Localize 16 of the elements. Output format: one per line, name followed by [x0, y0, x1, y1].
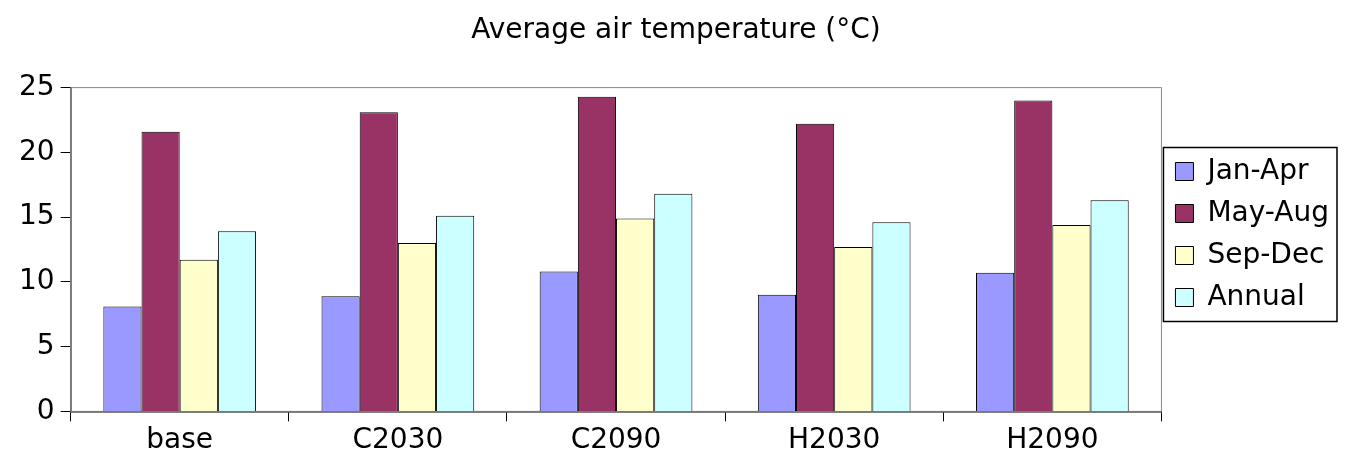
y-tick-label: 5 — [36, 327, 55, 361]
chart-title: Average air temperature (°C) — [471, 12, 881, 46]
legend-label: Sep-Dec — [1207, 236, 1325, 270]
y-tick-label: 0 — [36, 392, 55, 426]
x-tick-label: base — [146, 422, 214, 456]
y-tick-label: 25 — [18, 68, 55, 102]
x-tick-label: H2090 — [1006, 422, 1099, 456]
legend-label: May-Aug — [1207, 194, 1330, 228]
y-tick-label: 15 — [18, 198, 55, 232]
x-tick-label: C2030 — [352, 422, 444, 456]
y-tick-label: 20 — [18, 133, 55, 167]
legend-label: Jan-Apr — [1205, 152, 1310, 186]
x-tick-label: C2090 — [570, 422, 662, 456]
x-tick-label: H2030 — [788, 422, 881, 456]
legend-label: Annual — [1207, 278, 1305, 312]
y-tick-label: 10 — [18, 263, 55, 297]
